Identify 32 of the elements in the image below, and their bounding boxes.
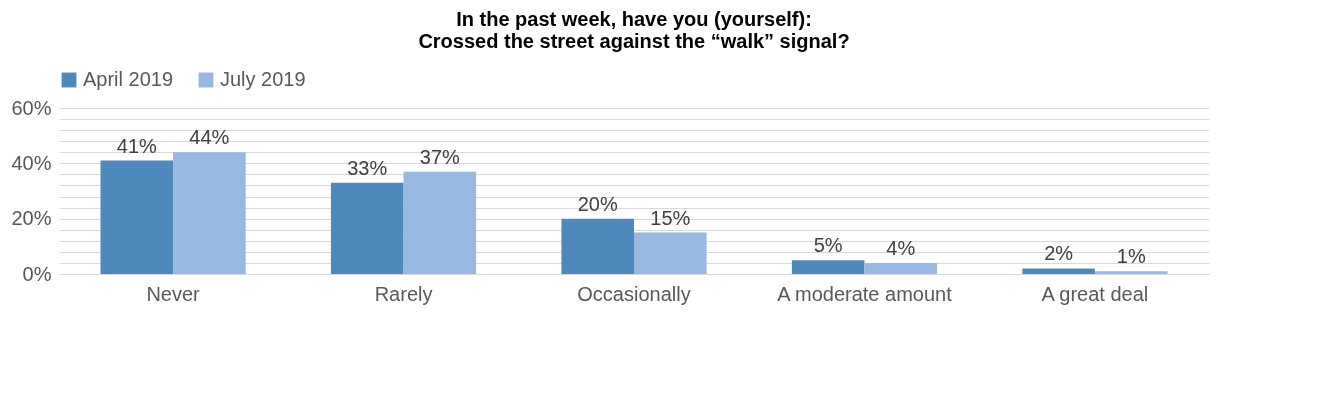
y-tick-label: 20% (11, 207, 52, 230)
bar (791, 260, 865, 274)
chart-title: In the past week, have you (yourself): Crossed the street against the “walk” signal? (418, 8, 850, 52)
bar (173, 152, 246, 274)
bar (634, 232, 707, 274)
bar (864, 262, 938, 274)
y-tick-label: 60% (11, 96, 52, 119)
x-tick-label: Rarely (374, 282, 433, 305)
x-tick-label: A great deal (1041, 282, 1149, 305)
data-label: 41% (116, 134, 158, 157)
data-label: 4% (886, 236, 916, 259)
data-label: 33% (347, 156, 388, 179)
data-label: 44% (189, 126, 230, 149)
bar (100, 160, 174, 274)
legend-label: April 2019 (83, 68, 174, 90)
data-label: 15% (650, 206, 691, 229)
bar (403, 171, 477, 274)
x-tick-label: Occasionally (577, 282, 691, 305)
data-label: 2% (1044, 242, 1074, 265)
y-tick-label: 40% (11, 151, 52, 174)
bar (330, 182, 404, 274)
data-label: 1% (1116, 245, 1146, 268)
data-label: 37% (419, 145, 461, 168)
bar (1022, 268, 1095, 274)
x-tick-label: A moderate amount (777, 282, 953, 305)
data-label: 20% (577, 192, 618, 215)
bar (1094, 271, 1168, 274)
x-tick-label: Never (146, 282, 201, 305)
legend-label: July 2019 (220, 68, 306, 90)
data-label: 5% (813, 234, 843, 257)
bar (561, 218, 634, 274)
y-tick-label: 0% (22, 262, 52, 285)
